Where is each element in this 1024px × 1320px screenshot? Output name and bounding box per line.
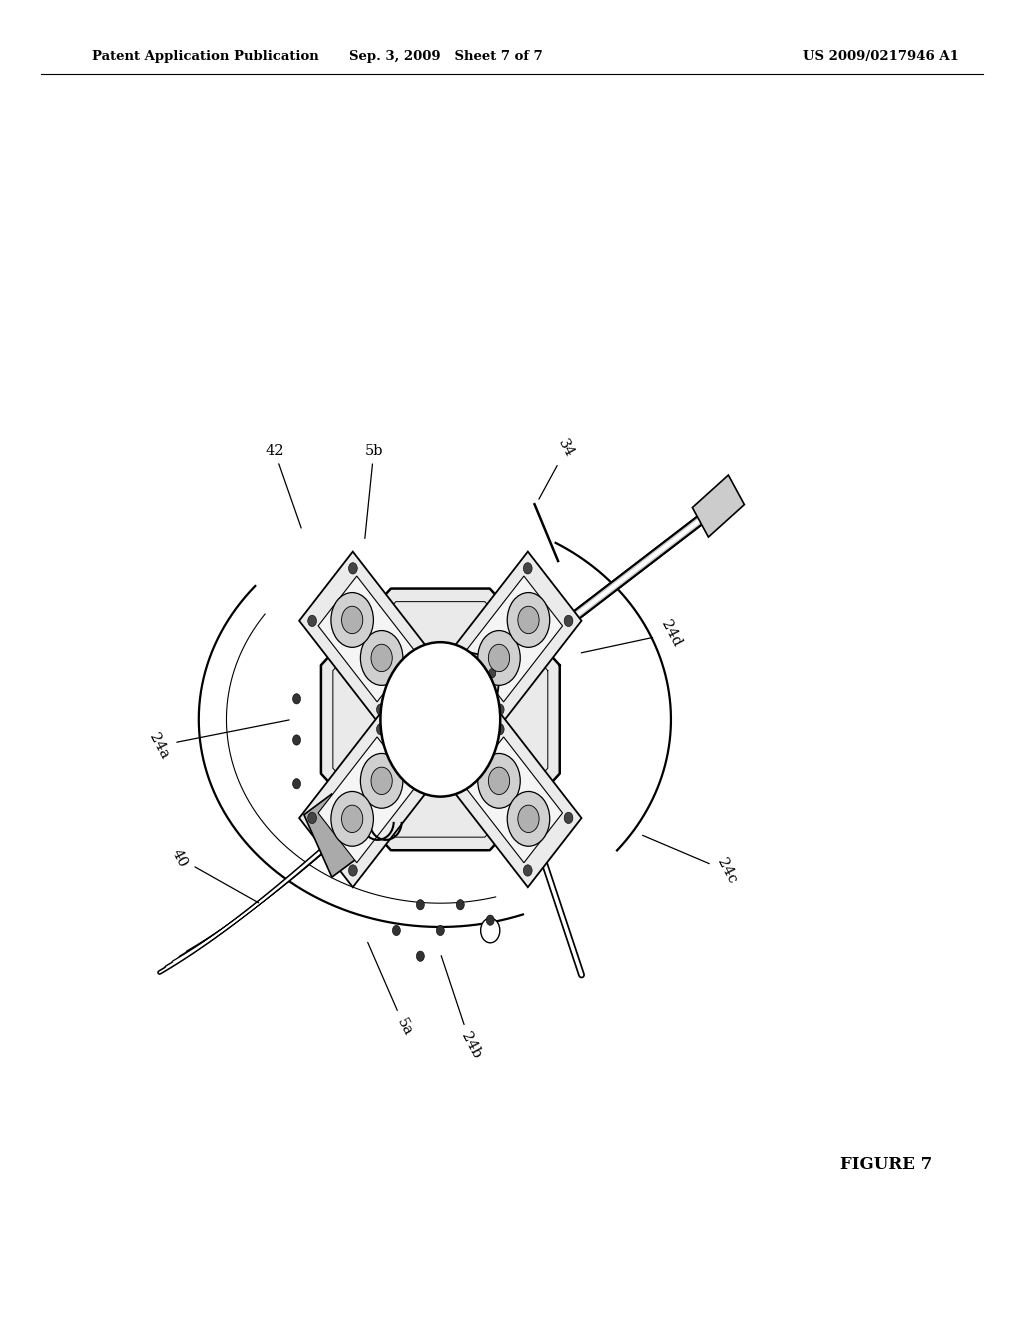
Circle shape — [293, 735, 301, 744]
Polygon shape — [304, 795, 359, 878]
Text: 42: 42 — [265, 445, 301, 528]
Polygon shape — [465, 737, 562, 863]
Circle shape — [417, 900, 424, 909]
Circle shape — [371, 644, 392, 672]
Circle shape — [417, 950, 424, 961]
Polygon shape — [299, 552, 434, 726]
Circle shape — [342, 805, 362, 833]
Circle shape — [418, 776, 426, 788]
Text: FIGURE 7: FIGURE 7 — [840, 1156, 932, 1172]
Circle shape — [483, 709, 490, 718]
Circle shape — [377, 723, 385, 735]
Circle shape — [488, 644, 510, 672]
Circle shape — [518, 606, 539, 634]
Circle shape — [523, 865, 532, 876]
Polygon shape — [446, 713, 582, 887]
Text: 24c: 24c — [642, 836, 739, 886]
Circle shape — [293, 779, 301, 789]
Circle shape — [331, 792, 374, 846]
Text: 24d: 24d — [582, 618, 683, 653]
Circle shape — [523, 562, 532, 574]
Circle shape — [342, 606, 362, 634]
Polygon shape — [446, 552, 582, 726]
Circle shape — [348, 865, 357, 876]
Circle shape — [480, 919, 500, 942]
Circle shape — [360, 754, 402, 808]
Polygon shape — [318, 737, 416, 863]
Text: 24b: 24b — [441, 956, 483, 1061]
Text: 5a: 5a — [368, 942, 415, 1039]
Circle shape — [348, 562, 357, 574]
Circle shape — [488, 668, 496, 678]
Circle shape — [331, 593, 374, 647]
Circle shape — [564, 615, 572, 627]
Text: US 2009/0217946 A1: US 2009/0217946 A1 — [803, 50, 958, 63]
Circle shape — [392, 925, 400, 936]
Polygon shape — [299, 713, 434, 887]
Circle shape — [518, 805, 539, 833]
Circle shape — [564, 812, 572, 824]
Polygon shape — [321, 589, 560, 850]
Circle shape — [380, 642, 500, 796]
Circle shape — [377, 704, 385, 715]
Circle shape — [308, 812, 316, 824]
Circle shape — [371, 767, 392, 795]
Circle shape — [507, 593, 550, 647]
Polygon shape — [453, 651, 502, 731]
Text: 5b: 5b — [365, 445, 383, 539]
Text: 34: 34 — [539, 437, 577, 499]
Circle shape — [460, 704, 467, 713]
Circle shape — [488, 767, 510, 795]
Text: Patent Application Publication: Patent Application Publication — [92, 50, 318, 63]
Text: 40: 40 — [169, 846, 259, 903]
Circle shape — [293, 694, 301, 704]
Polygon shape — [692, 475, 744, 537]
Circle shape — [455, 651, 463, 663]
Circle shape — [308, 615, 316, 627]
Polygon shape — [318, 576, 416, 702]
Polygon shape — [465, 576, 562, 702]
Text: 24a: 24a — [146, 719, 289, 762]
Circle shape — [360, 631, 402, 685]
Circle shape — [496, 704, 504, 715]
Circle shape — [465, 663, 472, 672]
Circle shape — [457, 900, 464, 909]
Circle shape — [478, 754, 520, 808]
Circle shape — [478, 631, 520, 685]
Text: Sep. 3, 2009   Sheet 7 of 7: Sep. 3, 2009 Sheet 7 of 7 — [348, 50, 543, 63]
Circle shape — [455, 776, 463, 788]
Circle shape — [486, 915, 495, 925]
Circle shape — [418, 651, 426, 663]
Circle shape — [507, 792, 550, 846]
Circle shape — [436, 925, 444, 936]
Circle shape — [496, 723, 504, 735]
